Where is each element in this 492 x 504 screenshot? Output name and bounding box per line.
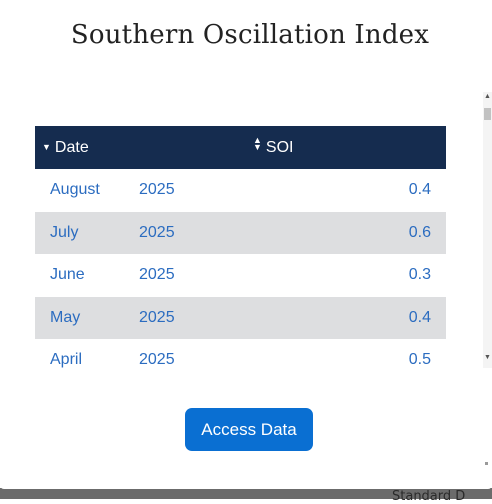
month-cell[interactable]: May <box>35 296 139 339</box>
soi-modal: Southern Oscillation Index ▼ Date ▲ ▼ SOI A… <box>35 20 492 465</box>
sort-descending-icon: ▼ <box>42 141 51 152</box>
month-cell[interactable]: July <box>35 211 139 254</box>
year-cell[interactable]: 2025 <box>139 211 239 254</box>
year-cell[interactable]: 2025 <box>139 266 175 284</box>
soi-value-cell[interactable]: 0.4 <box>239 296 446 339</box>
date-column-header[interactable]: ▼ Date <box>35 126 247 169</box>
soi-value-cell[interactable]: 0.6 <box>239 211 446 254</box>
table-header-row: ▼ Date ▲ ▼ SOI <box>35 126 446 169</box>
table-scrollbar[interactable]: ▲ ▼ <box>483 92 492 368</box>
soi-table-body: August 2025 0.4 July 2025 0.6 June 2025 … <box>35 169 446 370</box>
scroll-down-icon[interactable]: ▼ <box>484 354 491 361</box>
month-cell[interactable]: August <box>50 181 100 199</box>
table-row: April 2025 0.5 <box>35 339 446 370</box>
soi-header-label: SOI <box>265 138 294 156</box>
soi-column-header[interactable]: ▲ ▼ SOI <box>247 126 446 169</box>
month-cell[interactable]: June <box>50 266 85 284</box>
table-row: July 2025 0.6 <box>35 211 446 254</box>
scrollbar-thumb[interactable] <box>484 108 491 120</box>
soi-table: ▼ Date ▲ ▼ SOI <box>35 126 446 169</box>
table-row: May 2025 0.4 <box>35 296 446 339</box>
year-cell[interactable]: 2025 <box>139 351 175 369</box>
date-header-label: Date <box>54 138 89 156</box>
page-backdrop <box>0 488 492 499</box>
year-cell[interactable]: 2025 <box>139 181 175 199</box>
background-page-text: Standard D <box>392 489 466 504</box>
month-cell[interactable]: April <box>50 351 83 369</box>
soi-value-cell[interactable]: 0.4 <box>408 181 431 199</box>
soi-value-cell[interactable]: 0.3 <box>408 266 431 284</box>
year-cell[interactable]: 2025 <box>139 296 239 339</box>
table-row: June 2025 0.3 <box>35 254 446 297</box>
sort-both-icon: ▲ ▼ <box>253 135 262 153</box>
soi-value-cell[interactable]: 0.5 <box>408 351 431 369</box>
soi-table-container: ▼ Date ▲ ▼ SOI August 2025 0.4 July 2025 <box>35 126 446 370</box>
access-data-button[interactable]: Access Data <box>185 408 313 451</box>
modal-title: Southern Oscillation Index <box>70 20 430 50</box>
table-row: August 2025 0.4 <box>35 169 446 212</box>
scroll-up-icon[interactable]: ▲ <box>484 93 491 100</box>
resize-handle-icon <box>485 462 488 465</box>
